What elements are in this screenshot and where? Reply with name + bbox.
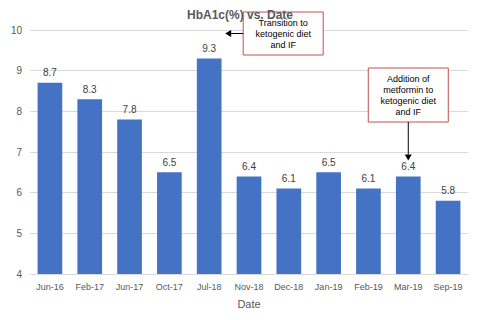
svg-text:6.4: 6.4	[242, 161, 256, 172]
svg-text:9: 9	[16, 65, 22, 76]
svg-text:Transition to: Transition to	[258, 17, 308, 28]
svg-text:8.7: 8.7	[43, 67, 57, 78]
svg-text:Jan-19: Jan-19	[315, 282, 343, 292]
svg-text:and IF: and IF	[396, 107, 422, 117]
svg-text:Date: Date	[237, 298, 260, 310]
svg-text:Jul-18: Jul-18	[197, 282, 222, 292]
svg-text:6.1: 6.1	[282, 173, 296, 184]
svg-text:Mar-19: Mar-19	[394, 282, 423, 292]
svg-text:8.3: 8.3	[83, 84, 97, 95]
svg-text:ketogenic diet: ketogenic diet	[255, 29, 311, 39]
svg-text:6.1: 6.1	[362, 173, 376, 184]
svg-text:Jun-17: Jun-17	[116, 282, 144, 292]
svg-text:HbA1c(%) vs. Date: HbA1c(%) vs. Date	[187, 8, 293, 22]
svg-text:6.5: 6.5	[322, 157, 336, 168]
svg-text:Nov-18: Nov-18	[234, 282, 263, 292]
svg-text:8: 8	[16, 106, 22, 117]
svg-text:5: 5	[16, 228, 22, 239]
svg-text:Addition of: Addition of	[387, 74, 430, 84]
svg-text:Oct-17: Oct-17	[156, 282, 183, 292]
svg-text:and IF: and IF	[270, 40, 296, 50]
svg-text:10: 10	[11, 25, 23, 36]
svg-text:7.8: 7.8	[123, 104, 137, 115]
svg-text:ketogenic diet: ketogenic diet	[380, 96, 436, 106]
svg-text:6.4: 6.4	[401, 161, 415, 172]
svg-text:Sep-19: Sep-19	[434, 282, 463, 292]
svg-text:Feb-19: Feb-19	[354, 282, 383, 292]
svg-text:metformin to: metformin to	[383, 85, 433, 95]
svg-text:6.5: 6.5	[162, 157, 176, 168]
svg-text:Feb-17: Feb-17	[75, 282, 104, 292]
svg-text:4: 4	[16, 269, 22, 280]
svg-text:6: 6	[16, 187, 22, 198]
svg-text:7: 7	[16, 147, 22, 158]
svg-text:9.3: 9.3	[202, 43, 216, 54]
svg-text:Dec-18: Dec-18	[274, 282, 303, 292]
svg-text:5.8: 5.8	[441, 185, 455, 196]
svg-text:Jun-16: Jun-16	[36, 282, 64, 292]
